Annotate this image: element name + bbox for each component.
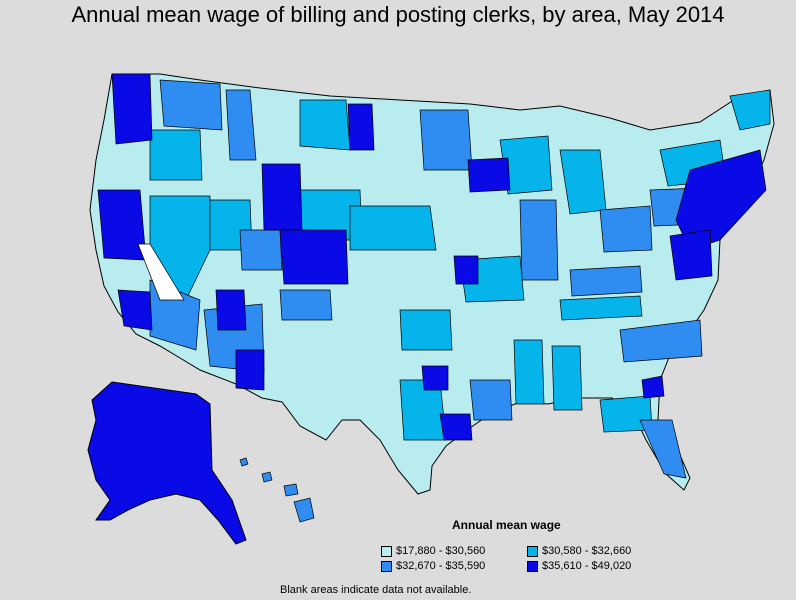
region-arizona-south bbox=[235, 349, 265, 391]
hawaii-island-big bbox=[293, 497, 315, 523]
region-louisiana bbox=[469, 379, 513, 421]
legend-swatch-band-3 bbox=[381, 560, 392, 572]
legend-label-band-3: $32,670 - $35,590 bbox=[396, 560, 486, 572]
region-washington-east bbox=[159, 79, 223, 131]
region-colorado-front bbox=[279, 229, 349, 285]
alaska-region bbox=[87, 381, 247, 545]
region-kansas-city bbox=[453, 255, 479, 285]
map-title: Annual mean wage of billing and posting … bbox=[71, 2, 725, 27]
hawaii-island-maui bbox=[283, 483, 299, 497]
region-texas-dallas bbox=[421, 365, 449, 391]
region-new-mexico-north bbox=[279, 289, 333, 321]
region-carolinas bbox=[619, 319, 703, 363]
region-nebraska bbox=[349, 205, 437, 251]
region-texas-houston bbox=[439, 413, 473, 441]
legend-label-band-1: $17,880 - $30,560 bbox=[396, 545, 486, 557]
footnote: Blank areas indicate data not available. bbox=[280, 584, 472, 596]
region-north-dakota bbox=[347, 103, 375, 151]
region-kentucky bbox=[569, 265, 643, 297]
region-no-data bbox=[137, 243, 185, 301]
legend-item-band-2: $30,580 - $32,660 bbox=[527, 545, 631, 557]
legend-swatch-band-4 bbox=[527, 560, 538, 572]
legend-label-band-4: $35,610 - $49,020 bbox=[542, 560, 632, 572]
legend-item-band-1: $17,880 - $30,560 bbox=[381, 545, 485, 557]
legend-swatch-band-2 bbox=[527, 545, 538, 557]
region-wyoming-west bbox=[261, 163, 303, 231]
legend-title: Annual mean wage bbox=[452, 518, 561, 532]
region-tennessee bbox=[559, 295, 643, 321]
region-ohio bbox=[599, 205, 653, 253]
region-mississippi bbox=[513, 339, 545, 405]
region-maine bbox=[729, 89, 771, 131]
legend-swatch-band-1 bbox=[381, 545, 392, 557]
region-california-bay bbox=[97, 189, 147, 261]
region-illinois bbox=[519, 199, 559, 281]
region-florida bbox=[639, 419, 687, 479]
hawaii-island-kauai bbox=[239, 457, 249, 467]
legend-item-band-3: $32,670 - $35,590 bbox=[381, 560, 485, 572]
region-idaho bbox=[225, 89, 257, 161]
region-northeast-corridor bbox=[675, 149, 767, 251]
wage-band-4-regions bbox=[97, 73, 767, 441]
region-washington-west bbox=[111, 73, 153, 145]
legend-label-band-2: $30,580 - $32,660 bbox=[542, 545, 632, 557]
hawaii-island-oahu bbox=[261, 471, 273, 483]
region-colorado-west bbox=[239, 229, 283, 271]
region-wisconsin-east bbox=[467, 157, 511, 193]
region-montana-north bbox=[299, 99, 351, 151]
region-south-carolina-coast bbox=[641, 375, 665, 399]
region-arizona-central bbox=[215, 289, 247, 331]
region-oregon-east bbox=[149, 129, 203, 181]
region-minnesota bbox=[419, 109, 473, 171]
region-virginia-dc bbox=[669, 229, 713, 281]
region-alabama bbox=[551, 345, 583, 411]
wage-band-2-regions bbox=[149, 89, 771, 441]
legend-item-band-4: $35,610 - $49,020 bbox=[527, 560, 631, 572]
hawaii-region bbox=[239, 457, 315, 523]
region-california-la bbox=[117, 289, 153, 331]
region-oklahoma-east bbox=[399, 309, 453, 351]
